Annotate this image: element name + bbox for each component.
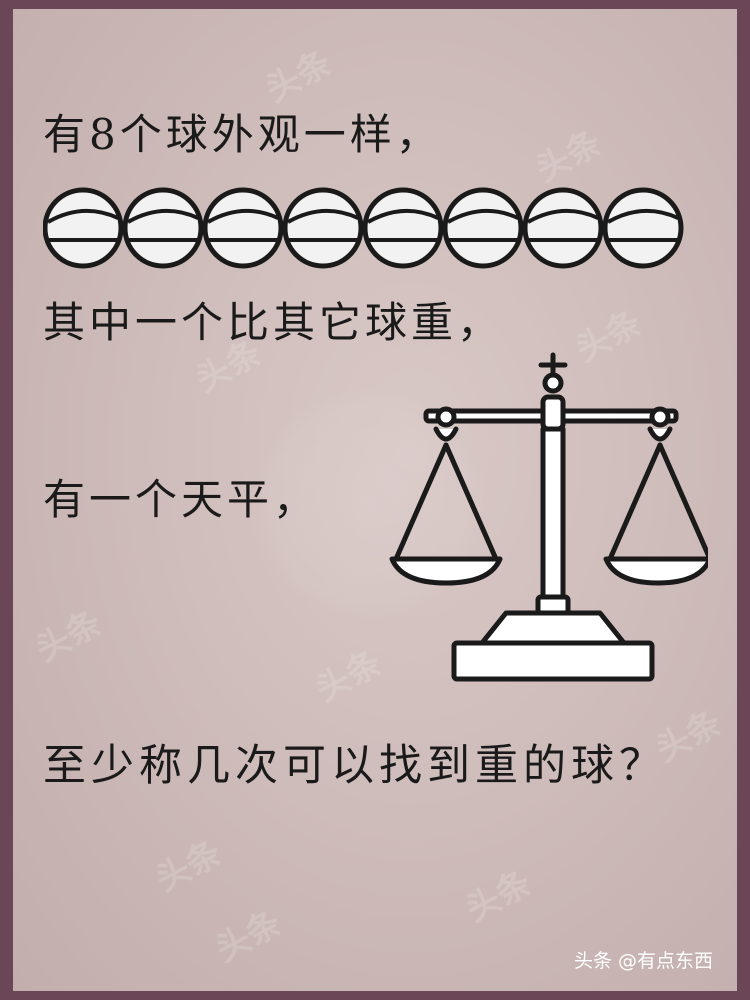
ball-icon: [522, 187, 604, 269]
watermark-brand: 头条: [29, 602, 109, 671]
watermark-brand: 头条: [309, 642, 389, 711]
question-line-2: 其中一个比其它球重，: [43, 298, 504, 347]
ball-icon: [43, 187, 124, 269]
ball-icon: [442, 187, 524, 269]
ball-icon: [282, 187, 364, 269]
watermark-brand: 头条: [459, 862, 539, 931]
ball-icon: [602, 187, 684, 269]
ball-icon: [122, 187, 204, 269]
footer-credit: 头条 @有点东西: [573, 950, 713, 972]
balance-scale-icon: [389, 352, 708, 682]
question-line-1: 有8个球外观一样，: [43, 110, 442, 159]
ball-icon: [202, 187, 284, 269]
watermark-brand: 头条: [259, 42, 339, 111]
ball-icon: [362, 187, 444, 269]
puzzle-card: 头条 头条 头条 头条 头条 头条 头条 头条 头条 头条 有8个球外观一样， …: [13, 9, 737, 991]
watermark-brand: 头条: [529, 122, 609, 191]
watermark-brand: 头条: [209, 902, 289, 971]
balls-row: [43, 187, 684, 269]
question-line-3: 有一个天平，: [43, 475, 320, 524]
question-line-4: 至少称几次可以找到重的球？: [43, 741, 667, 791]
watermark-brand: 头条: [149, 832, 229, 901]
